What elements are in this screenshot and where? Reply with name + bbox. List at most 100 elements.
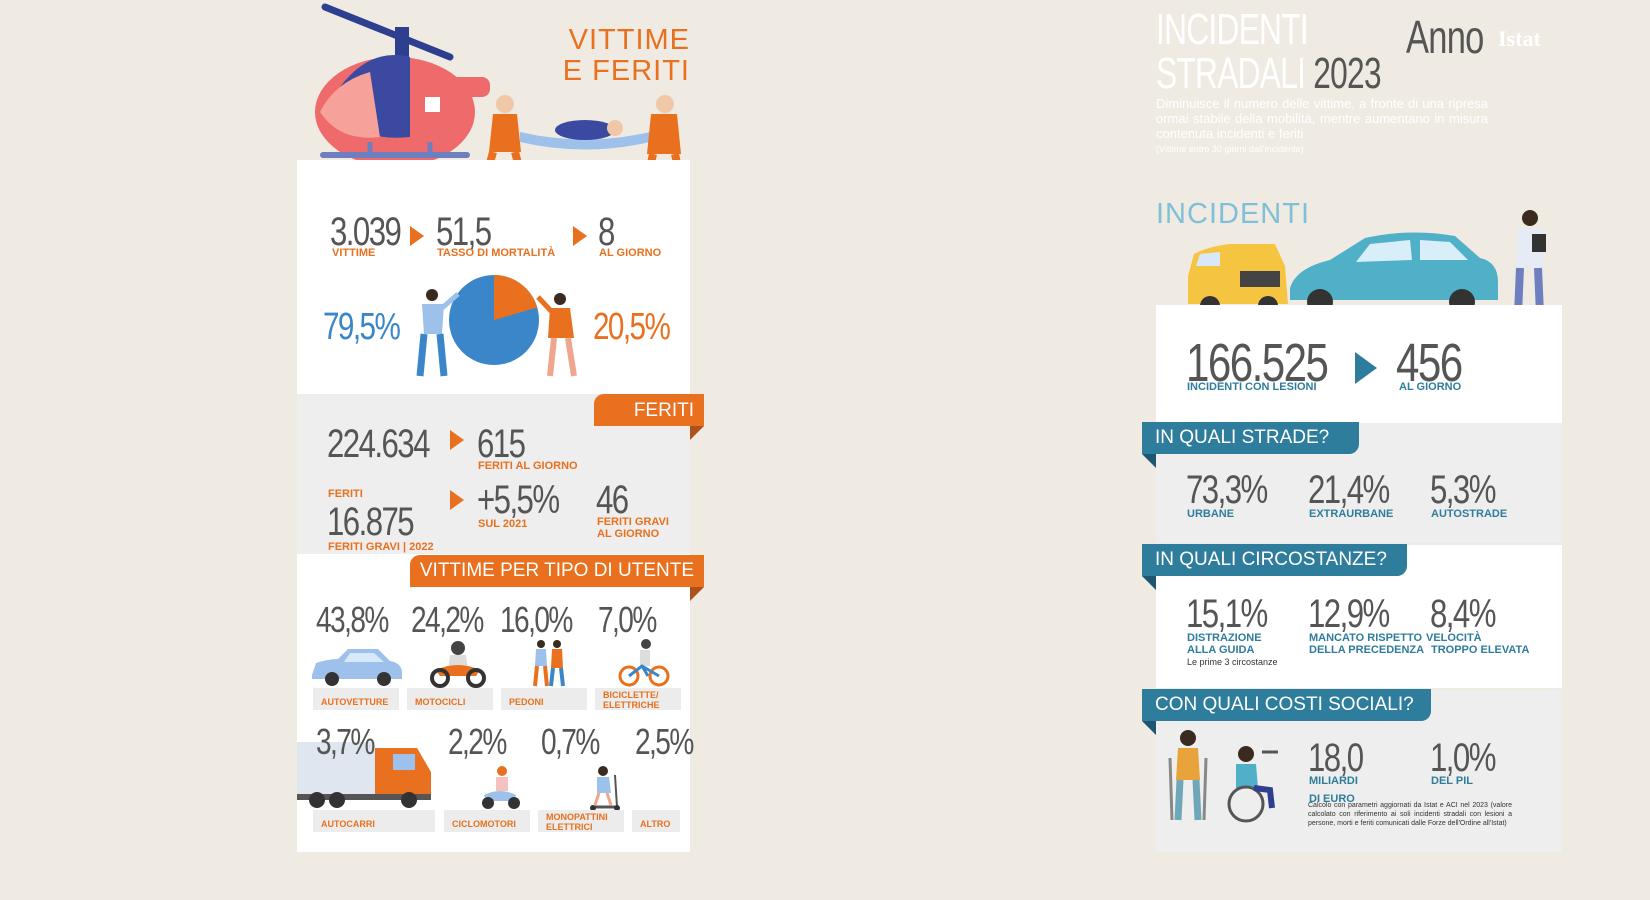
circumstance-pct-precedence: 12,9% xyxy=(1308,592,1390,636)
user-pct-motorcycles: 24,2% xyxy=(411,599,484,640)
cost-value-gdp: 1,0% xyxy=(1430,736,1496,780)
accidents-value: 166.525 xyxy=(1186,333,1329,393)
subtitle-note: (Vittime entro 30 giorni dall'incidente) xyxy=(1156,144,1304,154)
user-label-scooters: MONOPATTINI ELETTRICI xyxy=(538,810,624,832)
serious-value: 16.875 xyxy=(327,500,415,544)
serious-per-day-label-2: AL GIORNO xyxy=(597,528,660,540)
cost-label-gdp: DEL PIL xyxy=(1431,775,1473,787)
year: 2023 xyxy=(1313,49,1381,98)
cost-value-euro: 18,0 xyxy=(1308,736,1364,780)
circumstance-label-distraction-1: DISTRAZIONE xyxy=(1187,632,1262,644)
road-pct-extraurban: 21,4% xyxy=(1308,468,1390,512)
user-pct-pedestrians: 16,0% xyxy=(500,599,573,640)
serious-change-value: +5,5% xyxy=(477,478,560,522)
roads-ribbon: IN QUALI STRADE? xyxy=(1142,422,1359,454)
incidents-section-title: INCIDENTI xyxy=(1156,198,1310,230)
user-label-motorcycles: MOTOCICLI xyxy=(407,688,493,710)
costs-ribbon: CON QUALI COSTI SOCIALI? xyxy=(1142,689,1431,721)
istat-logo: Istat xyxy=(1498,26,1541,51)
left-title: VITTIME E FERITI xyxy=(560,25,690,87)
injured-people-illustration xyxy=(1168,730,1278,823)
mortality-value: 51,5 xyxy=(436,210,492,254)
circumstance-label-speed-1: VELOCITÀ xyxy=(1426,632,1482,644)
circumstance-label-speed: VELOCITÀ TROPPO ELEVATA xyxy=(1426,632,1529,656)
road-pct-highway: 5,3% xyxy=(1430,468,1496,512)
user-label-pedestrians: PEDONI xyxy=(501,688,587,710)
ribbon-fold xyxy=(1142,454,1156,468)
ribbon-fold xyxy=(690,587,704,601)
user-label-bicycles-1: BICICLETTE/ xyxy=(603,690,659,700)
truck-icon xyxy=(297,742,431,808)
title-line-2: E FERITI xyxy=(562,55,690,87)
moped-icon xyxy=(482,766,520,809)
arrow-icon xyxy=(1355,352,1377,384)
electric-scooter-icon xyxy=(590,766,620,811)
circumstance-label-distraction-2: ALLA GUIDA xyxy=(1187,644,1255,656)
circumstance-label-distraction: DISTRAZIONE ALLA GUIDA xyxy=(1187,632,1262,656)
ribbon-fold xyxy=(1142,721,1156,735)
circumstance-pct-distraction: 15,1% xyxy=(1186,592,1268,636)
car-crash-illustration xyxy=(1180,210,1546,320)
anno-label: Anno xyxy=(1406,11,1484,63)
car-icon xyxy=(312,649,402,686)
main-title: INCIDENTI STRADALI 2023 xyxy=(1156,5,1382,98)
circumstance-pct-speed: 8,4% xyxy=(1430,592,1496,636)
serious-pre-label: FERITI xyxy=(328,488,363,500)
user-types-ribbon: VITTIME PER TIPO DI UTENTE xyxy=(410,555,704,587)
user-label-other: ALTRO xyxy=(632,810,680,832)
user-pct-mopeds: 2,2% xyxy=(448,721,507,762)
female-percentage: 20,5% xyxy=(593,306,671,348)
victims-label: VITTIME xyxy=(332,247,376,259)
user-label-bicycles-2: ELETTRICHE xyxy=(603,700,660,710)
arrow-icon xyxy=(410,226,424,246)
victims-value: 3.039 xyxy=(330,210,402,254)
circumstance-label-precedence-1: MANCATO RISPETTO xyxy=(1309,632,1423,644)
user-types-ribbon-label: VITTIME PER TIPO DI UTENTE xyxy=(419,560,694,581)
circumstances-note: Le prime 3 circostanze xyxy=(1187,657,1278,667)
bicycle-icon xyxy=(618,639,670,687)
circumstance-label-precedence: MANCATO RISPETTO DELLA PRECEDENZA xyxy=(1309,632,1424,656)
circumstance-label-precedence-2: DELLA PRECEDENZA xyxy=(1309,644,1425,656)
main-title-line-2: STRADALI 2023 xyxy=(1156,49,1382,98)
main-title-line-1: INCIDENTI xyxy=(1156,5,1309,54)
cost-label-billions: MILIARDI xyxy=(1309,775,1358,787)
circumstances-ribbon: IN QUALI CIRCOSTANZE? xyxy=(1142,544,1407,576)
ribbon-fold xyxy=(1142,576,1156,590)
road-label-extraurban: EXTRAURBANE xyxy=(1309,508,1394,520)
injured-ribbon-label: FERITI xyxy=(633,400,694,421)
motorcycle-icon xyxy=(430,641,486,688)
main-title-line-2-text: STRADALI xyxy=(1156,49,1306,98)
user-pct-other: 2,5% xyxy=(635,721,694,762)
costs-ribbon-label: CON QUALI COSTI SOCIALI? xyxy=(1155,694,1414,715)
serious-label: FERITI GRAVI | 2022 xyxy=(328,541,434,553)
pedestrians-icon xyxy=(533,640,565,687)
pie-slice-female xyxy=(494,275,538,320)
helicopter-illustration xyxy=(305,3,495,184)
male-percentage: 79,5% xyxy=(323,306,401,348)
serious-change-label: SUL 2021 xyxy=(478,518,528,530)
user-label-scooters-2: ELETTRICI xyxy=(546,822,593,832)
ribbon-fold xyxy=(690,426,704,440)
user-label-scooters-1: MONOPATTINI xyxy=(546,812,608,822)
per-day-label: AL GIORNO xyxy=(599,247,662,259)
per-day-value: 8 xyxy=(598,210,615,254)
title-line-1: VITTIME xyxy=(568,24,690,56)
user-label-bicycles: BICICLETTE/ ELETTRICHE xyxy=(595,688,681,710)
serious-per-day-label: FERITI GRAVI AL GIORNO xyxy=(597,516,669,540)
roads-ribbon-label: IN QUALI STRADE? xyxy=(1155,427,1330,448)
circumstances-ribbon-label: IN QUALI CIRCOSTANZE? xyxy=(1155,549,1387,570)
injured-per-day-value: 615 xyxy=(477,422,526,466)
user-label-trucks: AUTOCARRI xyxy=(313,810,435,832)
serious-per-day-value: 46 xyxy=(596,478,629,522)
gender-pie-chart xyxy=(416,275,577,377)
mortality-label: TASSO DI MORTALITÀ xyxy=(437,247,556,259)
subtitle: Diminuisce il numero delle vittime, a fr… xyxy=(1156,96,1488,141)
injured-ribbon: FERITI xyxy=(594,394,704,426)
injured-value: 224.634 xyxy=(327,422,430,466)
user-pct-scooters: 0,7% xyxy=(541,721,600,762)
road-label-urban: URBANE xyxy=(1187,508,1235,520)
arrow-icon xyxy=(573,226,587,246)
road-label-highway: AUTOSTRADE xyxy=(1431,508,1508,520)
cost-label-euro: DI EURO xyxy=(1309,793,1355,805)
accidents-day-value: 456 xyxy=(1396,333,1463,393)
